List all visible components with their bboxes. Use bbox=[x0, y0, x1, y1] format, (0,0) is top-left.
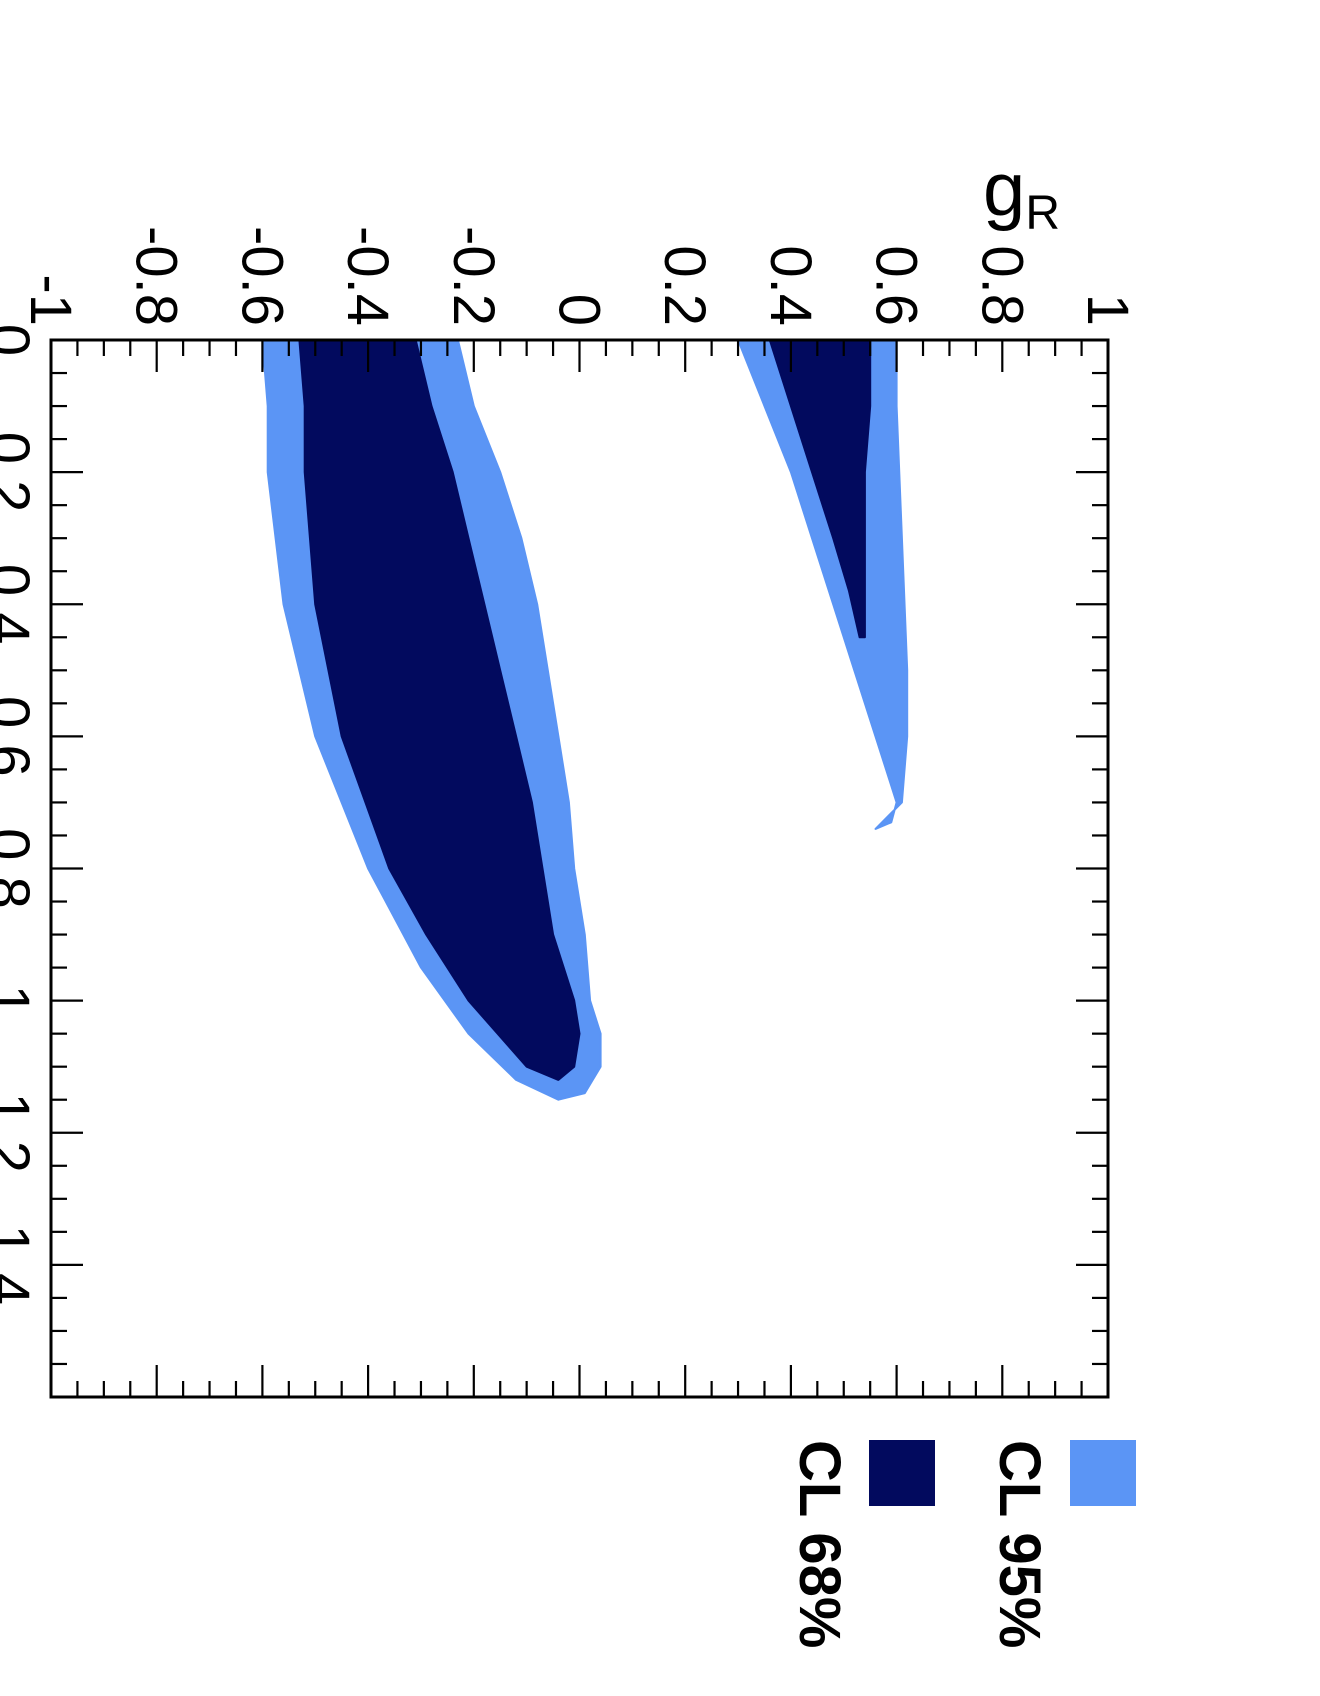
y-tick-label: -1 bbox=[18, 274, 83, 326]
region-cl68-0 bbox=[298, 339, 581, 1081]
x-tick-label: 0.6 bbox=[0, 696, 41, 777]
y-tick-label: 0.2 bbox=[652, 245, 717, 326]
labels-layer: 0 0.2 0.4 0.6 0.8 1 1.2 1.4 -1 -0.8 -0.6 -0.4 -0.2 0 0… bbox=[0, 226, 1140, 1305]
x-tick-label: 1.4 bbox=[0, 1225, 41, 1306]
legend-label-cl68: CL 68% bbox=[787, 1440, 852, 1648]
y-tick-label: 0.8 bbox=[969, 245, 1034, 326]
x-tick-label: 0.4 bbox=[0, 564, 41, 645]
legend-swatch-cl68 bbox=[869, 1440, 935, 1506]
y-tick-label: 0.4 bbox=[758, 245, 823, 326]
plot-background bbox=[51, 340, 1108, 1397]
y-tick-label: -0.8 bbox=[124, 226, 189, 326]
y-tick-label: 1 bbox=[1075, 294, 1140, 326]
y-axis-title-subscript: R bbox=[1025, 187, 1060, 240]
legend-label-cl95: CL 95% bbox=[987, 1440, 1052, 1648]
y-tick-label: 0 bbox=[547, 294, 612, 326]
y-axis-title: gR bbox=[983, 147, 1060, 240]
y-tick-label: -0.2 bbox=[441, 226, 506, 326]
x-tick-label: 1.2 bbox=[0, 1092, 41, 1173]
ticks-layer bbox=[49, 338, 1110, 1399]
y-tick-label: -0.4 bbox=[335, 226, 400, 326]
x-tick-label: 0.2 bbox=[0, 432, 41, 513]
y-tick-label: -0.6 bbox=[229, 226, 294, 326]
x-tick-label: 0 bbox=[0, 324, 41, 356]
legend: CL 68% CL 95% bbox=[787, 1440, 1136, 1648]
rotated-chart-group: 0 0.2 0.4 0.6 0.8 1 1.2 1.4 -1 -0.8 -0.6 -0.4 -0.2 0 0… bbox=[0, 147, 1140, 1648]
x-tick-label: 1 bbox=[0, 984, 41, 1016]
region-cl68-1 bbox=[768, 339, 872, 639]
y-tick-label: 0.6 bbox=[864, 245, 929, 326]
legend-swatch-cl95 bbox=[1070, 1440, 1136, 1506]
series-layer bbox=[261, 339, 909, 1101]
x-tick-label: 0.8 bbox=[0, 828, 41, 909]
